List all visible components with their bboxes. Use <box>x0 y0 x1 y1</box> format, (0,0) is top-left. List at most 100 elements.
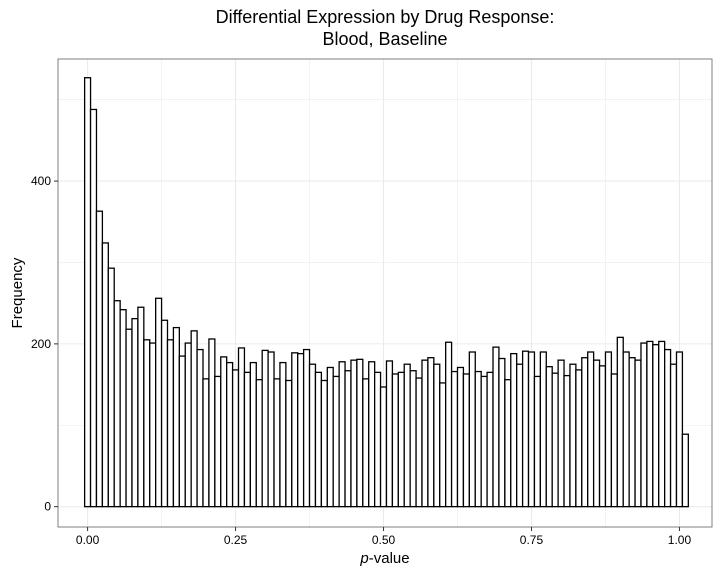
x-axis: 0.00 0.25 0.50 0.75 1.00 <box>76 527 691 547</box>
histogram-bar-41 <box>326 366 334 508</box>
histogram-bar-72 <box>510 352 518 508</box>
histogram-bar-28 <box>249 361 257 508</box>
histogram-bar-65 <box>468 351 476 508</box>
histogram-bar-93 <box>634 359 642 508</box>
panel-border <box>57 58 713 528</box>
histogram-bar-62 <box>450 370 459 508</box>
histogram-bar-44 <box>344 370 352 508</box>
histogram-bar-25 <box>231 369 240 508</box>
histogram-bar-19 <box>196 348 204 508</box>
histogram-bar-10 <box>143 339 151 508</box>
histogram-bar-38 <box>308 363 317 508</box>
histogram-bar-32 <box>273 378 281 508</box>
x-axis-title: p-value <box>359 550 409 567</box>
histogram-bar-0 <box>83 77 92 508</box>
histogram-bar-13 <box>160 319 169 508</box>
histogram-bar-59 <box>433 363 441 508</box>
chart-title-line2: Blood, Baseline <box>322 29 447 49</box>
histogram-bar-23 <box>220 356 228 508</box>
histogram-bar-61 <box>445 341 453 508</box>
histogram-bar-22 <box>214 375 222 508</box>
histogram-bar-7 <box>125 328 133 508</box>
histogram-bar-18 <box>190 330 198 508</box>
x-axis-title-italic: p <box>359 550 368 567</box>
histogram-bar-33 <box>279 361 287 508</box>
histogram-bar-53 <box>397 371 405 508</box>
x-axis-title-rest: -value <box>369 550 410 567</box>
histogram-bar-4 <box>107 267 115 508</box>
histogram-bar-91 <box>622 351 630 508</box>
histogram-bar-40 <box>320 379 328 508</box>
histogram-bar-98 <box>664 348 672 508</box>
histogram-bar-97 <box>658 340 666 508</box>
histogram-bar-43 <box>338 361 346 508</box>
histogram-bar-14 <box>166 339 175 508</box>
histogram-bar-47 <box>362 378 370 508</box>
histogram-bar-100 <box>675 351 684 508</box>
histogram-bar-21 <box>208 338 216 508</box>
histogram-bar-64 <box>462 373 470 508</box>
histogram-bar-45 <box>350 359 358 508</box>
y-tick-label-2: 400 <box>31 174 51 188</box>
histogram-bar-51 <box>385 360 394 508</box>
y-tick-label-0: 0 <box>44 500 51 514</box>
y-tick-label-1: 200 <box>31 337 51 351</box>
histogram-bar-85 <box>587 351 595 508</box>
histogram-bar-78 <box>545 366 553 508</box>
histogram-bar-24 <box>226 361 234 508</box>
histogram-bar-26 <box>237 347 246 508</box>
histogram-bar-37 <box>302 348 311 508</box>
histogram-bar-8 <box>131 317 139 508</box>
histogram-bar-90 <box>616 336 624 508</box>
histogram-bar-76 <box>533 375 542 508</box>
histogram-bar-95 <box>646 340 654 508</box>
histogram-bar-55 <box>409 370 417 508</box>
histogram-bar-99 <box>669 363 678 508</box>
histogram-bar-94 <box>640 342 648 508</box>
histogram-bar-52 <box>391 373 399 508</box>
histogram-bar-11 <box>149 342 157 508</box>
histogram-bar-89 <box>610 373 618 508</box>
histogram-bar-36 <box>297 352 305 508</box>
histogram-bar-42 <box>332 375 340 508</box>
x-tick-label-1: 0.25 <box>224 533 248 547</box>
histogram-bar-66 <box>474 370 482 508</box>
histogram-bar-3 <box>101 242 109 508</box>
histogram-bar-86 <box>592 359 601 508</box>
histogram-bar-56 <box>415 377 423 508</box>
histogram-bar-16 <box>178 355 186 508</box>
histogram-bar-69 <box>492 346 500 508</box>
histogram-bar-34 <box>285 379 293 508</box>
histogram-bar-30 <box>261 349 269 508</box>
histogram-bar-48 <box>368 361 376 508</box>
histogram-bars <box>83 77 689 508</box>
histogram-bar-60 <box>439 382 447 508</box>
x-tick-label-3: 0.75 <box>520 533 544 547</box>
histogram-bar-12 <box>155 297 163 508</box>
histogram-bar-63 <box>456 366 465 508</box>
histogram-bar-77 <box>539 351 547 508</box>
histogram-bar-96 <box>652 344 660 508</box>
histogram-bar-57 <box>421 359 429 508</box>
histogram-bar-49 <box>373 371 382 508</box>
histogram-bar-74 <box>521 350 530 508</box>
histogram-bar-71 <box>504 379 512 508</box>
histogram-bar-2 <box>95 210 104 508</box>
histogram-bar-81 <box>563 374 571 508</box>
histogram-bar-92 <box>628 357 636 508</box>
histogram-bar-88 <box>604 351 613 508</box>
histogram-bar-68 <box>486 371 494 508</box>
histogram-bar-20 <box>202 378 210 508</box>
histogram-bar-6 <box>119 309 127 508</box>
histogram-bar-27 <box>243 371 252 508</box>
histogram-bar-31 <box>267 351 275 508</box>
histogram-bar-15 <box>172 326 180 508</box>
histogram-bar-58 <box>427 357 435 508</box>
x-tick-label-2: 0.50 <box>372 533 396 547</box>
histogram-bar-73 <box>516 363 524 508</box>
histogram-bar-54 <box>403 363 411 508</box>
histogram-bar-83 <box>575 369 583 508</box>
histogram-bar-75 <box>527 351 536 508</box>
histogram-bar-50 <box>379 386 388 508</box>
